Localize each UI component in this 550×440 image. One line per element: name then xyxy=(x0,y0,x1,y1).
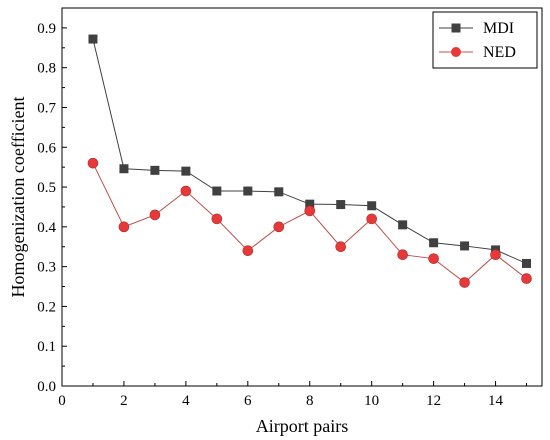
data-point-ned xyxy=(118,221,130,233)
series-line-ned xyxy=(92,162,527,284)
data-point-ned xyxy=(211,213,223,225)
legend: MDI NED xyxy=(432,11,538,69)
data-point-ned xyxy=(459,277,470,288)
y-tick-label: 0.1 xyxy=(37,339,56,355)
data-point-mdi xyxy=(119,164,129,174)
x-tick-label: 10 xyxy=(364,393,379,409)
data-point-ned xyxy=(180,185,192,197)
series-ned xyxy=(87,157,532,288)
x-tick-label: 2 xyxy=(120,393,128,409)
data-point-ned xyxy=(242,245,254,257)
legend-label: NED xyxy=(483,44,516,61)
series-mdi xyxy=(88,34,532,268)
legend-swatch-marker xyxy=(451,47,461,57)
data-point-ned xyxy=(87,157,99,169)
y-tick-label: 0.7 xyxy=(37,100,56,116)
y-tick-label: 0.4 xyxy=(37,220,56,236)
y-axis: 0.0 0.1 0.2 0.3 0.4 0.5 0.6 0.7 0.8 0.9 xyxy=(37,21,67,395)
x-tick-label: 12 xyxy=(426,393,441,409)
data-point-mdi xyxy=(212,186,222,196)
data-point-mdi xyxy=(274,187,284,197)
data-point-ned xyxy=(521,273,532,284)
data-point-ned xyxy=(397,249,408,260)
x-axis-title: Airport pairs xyxy=(256,416,348,436)
legend-item-ned: NED xyxy=(439,44,516,61)
data-point-ned xyxy=(366,213,377,225)
y-tick-label: 0.2 xyxy=(37,299,56,315)
y-tick-label: 0.0 xyxy=(37,379,56,395)
y-tick-label: 0.8 xyxy=(37,61,56,77)
series-line-mdi xyxy=(92,38,527,264)
data-point-mdi xyxy=(522,258,532,268)
legend-item-mdi: MDI xyxy=(439,20,514,37)
data-point-ned xyxy=(273,221,285,233)
x-tick-label: 8 xyxy=(306,393,314,409)
data-point-mdi xyxy=(398,220,408,230)
x-axis: 0 2 4 6 8 10 12 14 xyxy=(58,381,528,409)
data-point-mdi xyxy=(150,165,160,175)
data-point-ned xyxy=(149,209,161,221)
y-tick-label: 0.5 xyxy=(37,180,56,196)
data-point-mdi xyxy=(181,166,191,176)
data-point-ned xyxy=(428,253,439,264)
y-axis-title: Homogenization coefficient xyxy=(8,96,28,297)
series-layer xyxy=(87,34,532,288)
plot-area-border xyxy=(61,7,543,387)
y-tick-label: 0.6 xyxy=(37,140,56,156)
legend-box xyxy=(432,11,538,69)
data-point-ned xyxy=(490,249,501,260)
x-tick-label: 14 xyxy=(488,393,504,409)
data-point-mdi xyxy=(305,199,315,209)
x-tick-label: 0 xyxy=(58,393,66,409)
legend-label: MDI xyxy=(483,20,514,37)
plot-frame xyxy=(61,7,543,387)
data-point-ned xyxy=(304,205,316,217)
legend-swatch-marker xyxy=(451,23,461,33)
data-point-mdi xyxy=(429,238,439,248)
data-point-mdi xyxy=(88,34,98,44)
data-point-mdi xyxy=(336,200,346,210)
y-tick-label: 0.3 xyxy=(37,260,56,276)
data-point-mdi xyxy=(367,201,377,211)
x-tick-label: 6 xyxy=(244,393,252,409)
data-point-mdi xyxy=(243,186,253,196)
x-tick-label: 4 xyxy=(182,393,190,409)
data-point-mdi xyxy=(460,241,470,251)
y-tick-label: 0.9 xyxy=(37,21,56,37)
data-point-ned xyxy=(335,241,347,253)
